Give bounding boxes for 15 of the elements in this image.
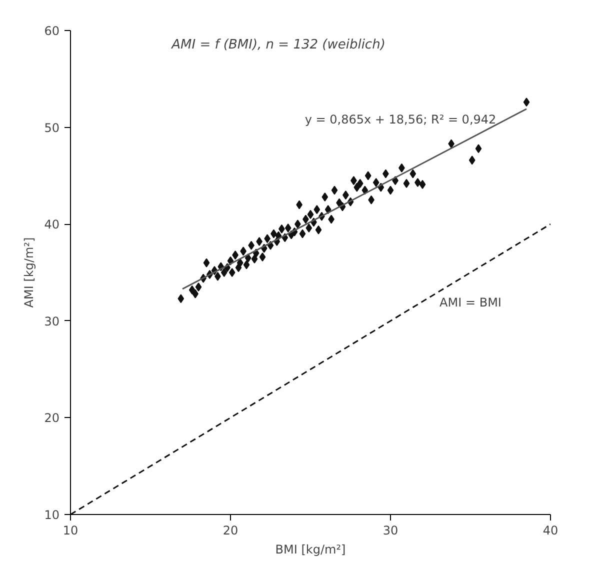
x-tick-label: 40 xyxy=(542,524,558,538)
y-tick-label: 40 xyxy=(44,218,60,232)
y-axis-title: AMI [kg/m²] xyxy=(22,237,36,308)
y-tick-label: 30 xyxy=(44,314,60,328)
x-tick-label: 30 xyxy=(382,524,398,538)
y-tick-label: 20 xyxy=(44,411,60,426)
x-axis-title: BMI [kg/m²] xyxy=(275,542,346,556)
annotation: AMI = BMI xyxy=(440,296,502,310)
x-tick-label: 10 xyxy=(62,524,78,538)
annotation: y = 0,865x + 18,56; R² = 0,942 xyxy=(304,112,496,126)
y-tick-label: 10 xyxy=(44,508,60,522)
x-tick-label: 20 xyxy=(222,524,238,538)
y-tick-label: 60 xyxy=(44,24,60,38)
y-tick-label: 50 xyxy=(44,120,60,135)
text: AMI = f (BMI), n = 132 (weiblich) xyxy=(170,38,386,52)
